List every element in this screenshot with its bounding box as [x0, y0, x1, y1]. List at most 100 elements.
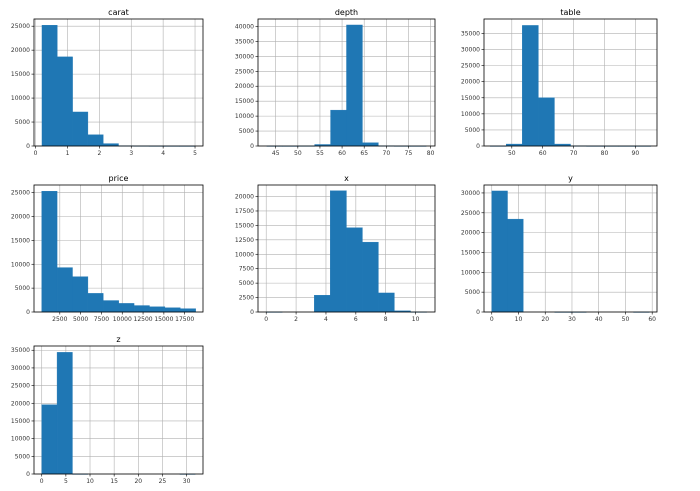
hist-x-ytick-label: 17500 — [235, 208, 254, 215]
hist-table-axes-frame — [483, 18, 658, 147]
hist-carat-ytick-label: 25000 — [11, 23, 30, 30]
hist-depth-xtick-label: 60 — [338, 150, 346, 157]
hist-price-bar — [164, 307, 181, 313]
hist-carat-ytick-label: 15000 — [11, 71, 30, 78]
hist-x-xtick-label: 6 — [354, 316, 358, 323]
hist-y-ytick-label: 0 — [476, 309, 480, 316]
hist-y-xtick-label: 50 — [622, 316, 630, 323]
hist-depth-xtick-label: 70 — [383, 150, 391, 157]
hist-depth-panel: depth 45 50 55 60 65 70 75 80 0 5000 10000 15000 2000… — [235, 8, 436, 157]
hist-price-xtick-label: 2500 — [52, 316, 67, 323]
hist-depth-xtick-label: 65 — [360, 150, 368, 157]
hist-carat-panel: carat 0 1 2 3 4 5 0 5000 10000 15000 20000 25000 — [11, 8, 204, 157]
hist-z-panel: z 0 5 10 15 20 25 30 0 5000 10000 15000 20000 25000 30… — [11, 335, 204, 485]
hist-z-bar — [41, 404, 58, 475]
hist-depth-ytick-label: 20000 — [235, 83, 254, 90]
hist-x-bar — [314, 295, 331, 313]
hist-x-ytick-label: 10000 — [235, 251, 254, 258]
hist-table-xtick-label: 60 — [539, 150, 547, 157]
hist-z-xtick-label: 0 — [40, 478, 44, 485]
hist-x-ytick-label: 7500 — [239, 266, 254, 273]
hist-z-xtick-label: 10 — [86, 478, 94, 485]
hist-price-ytick-label: 0 — [26, 309, 30, 316]
hist-carat-xtick-label: 3 — [129, 150, 133, 157]
hist-x-ytick-label: 5000 — [239, 280, 254, 287]
hist-y-bar — [491, 190, 508, 313]
hist-depth-ytick-label: 40000 — [235, 23, 254, 30]
hist-depth-title: depth — [335, 8, 358, 17]
hist-z-ytick-label: 30000 — [11, 365, 30, 372]
hist-y-axes-frame — [483, 184, 658, 313]
hist-depth-ytick-label: 30000 — [235, 53, 254, 60]
hist-table-ytick-label: 25000 — [461, 63, 480, 70]
hist-y-bar — [507, 218, 524, 313]
hist-price-bar — [133, 305, 150, 313]
hist-z-ytick-label: 0 — [26, 471, 30, 478]
hist-price-bar — [72, 276, 89, 313]
hist-z-title: z — [116, 335, 120, 344]
hist-z-ytick-label: 25000 — [11, 383, 30, 390]
hist-price-bar — [103, 300, 119, 313]
hist-depth-bar — [346, 24, 363, 147]
hist-depth-xtick-label: 75 — [405, 150, 413, 157]
hist-z-xtick-label: 15 — [110, 478, 118, 485]
hist-x-xtick-label: 0 — [264, 316, 268, 323]
hist-z-xtick-label: 20 — [134, 478, 142, 485]
hist-z-ytick-label: 20000 — [11, 400, 30, 407]
hist-depth-ytick-label: 25000 — [235, 68, 254, 75]
hist-x-xtick-label: 10 — [412, 316, 420, 323]
hist-z-xtick-label: 5 — [64, 478, 68, 485]
hist-price-bar — [87, 293, 104, 313]
hist-x-ytick-label: 20000 — [235, 194, 254, 201]
hist-y-ytick-label: 15000 — [461, 249, 480, 256]
hist-table-ytick-label: 5000 — [465, 127, 480, 134]
hist-z-bar — [56, 352, 73, 475]
hist-x-bar — [330, 190, 347, 313]
hist-x-ytick-label: 12500 — [235, 237, 254, 244]
hist-price-xtick-label: 15000 — [154, 316, 173, 323]
hist-table-ytick-label: 35000 — [461, 30, 480, 37]
hist-carat-bar — [41, 25, 58, 147]
hist-price-title: price — [109, 174, 129, 183]
hist-table-title: table — [560, 8, 580, 17]
hist-z-ytick-label: 10000 — [11, 436, 30, 443]
hist-table-xtick-label: 90 — [632, 150, 640, 157]
hist-y-xtick-label: 40 — [595, 316, 603, 323]
hist-table-bar — [522, 25, 539, 147]
hist-y-xtick-label: 30 — [568, 316, 576, 323]
hist-price-ytick-label: 10000 — [11, 261, 30, 268]
hist-depth-ytick-label: 15000 — [235, 98, 254, 105]
hist-table-ytick-label: 0 — [476, 143, 480, 150]
hist-z-xtick-label: 25 — [159, 478, 167, 485]
hist-carat-bar — [57, 56, 73, 147]
hist-carat-xtick-label: 2 — [97, 150, 101, 157]
hist-table-bar — [538, 97, 555, 147]
hist-y-ytick-label: 10000 — [461, 269, 480, 276]
hist-x-xtick-label: 4 — [324, 316, 328, 323]
hist-carat-xtick-label: 1 — [66, 150, 70, 157]
hist-x-panel: x 0 2 4 6 8 10 0 2500 5000 7500 10000 12500 15000 1750… — [235, 174, 436, 323]
hist-depth-axes-frame — [257, 18, 436, 147]
hist-depth-xtick-label: 80 — [427, 150, 435, 157]
hist-depth-xtick-label: 50 — [294, 150, 302, 157]
hist-price-bar — [149, 306, 166, 313]
hist-table-ytick-label: 30000 — [461, 47, 480, 54]
hist-price-xtick-label: 10000 — [113, 316, 132, 323]
hist-carat-ytick-label: 10000 — [11, 95, 30, 102]
hist-price-bar — [118, 303, 135, 313]
hist-table-xtick-label: 50 — [508, 150, 516, 157]
hist-depth-xtick-label: 55 — [316, 150, 324, 157]
hist-depth-ytick-label: 35000 — [235, 38, 254, 45]
hist-x-ytick-label: 15000 — [235, 222, 254, 229]
hist-price-xtick-label: 5000 — [73, 316, 88, 323]
hist-carat-ytick-label: 20000 — [11, 47, 30, 54]
hist-y-ytick-label: 5000 — [465, 289, 480, 296]
hist-carat-bar — [87, 134, 104, 147]
hist-depth-ytick-label: 5000 — [239, 128, 254, 135]
hist-carat-xtick-label: 5 — [193, 150, 197, 157]
hist-depth-bar — [362, 142, 379, 147]
hist-z-xtick-label: 30 — [183, 478, 191, 485]
hist-y-ytick-label: 30000 — [461, 190, 480, 197]
hist-y-ytick-label: 25000 — [461, 210, 480, 217]
hist-x-bar — [362, 241, 379, 313]
